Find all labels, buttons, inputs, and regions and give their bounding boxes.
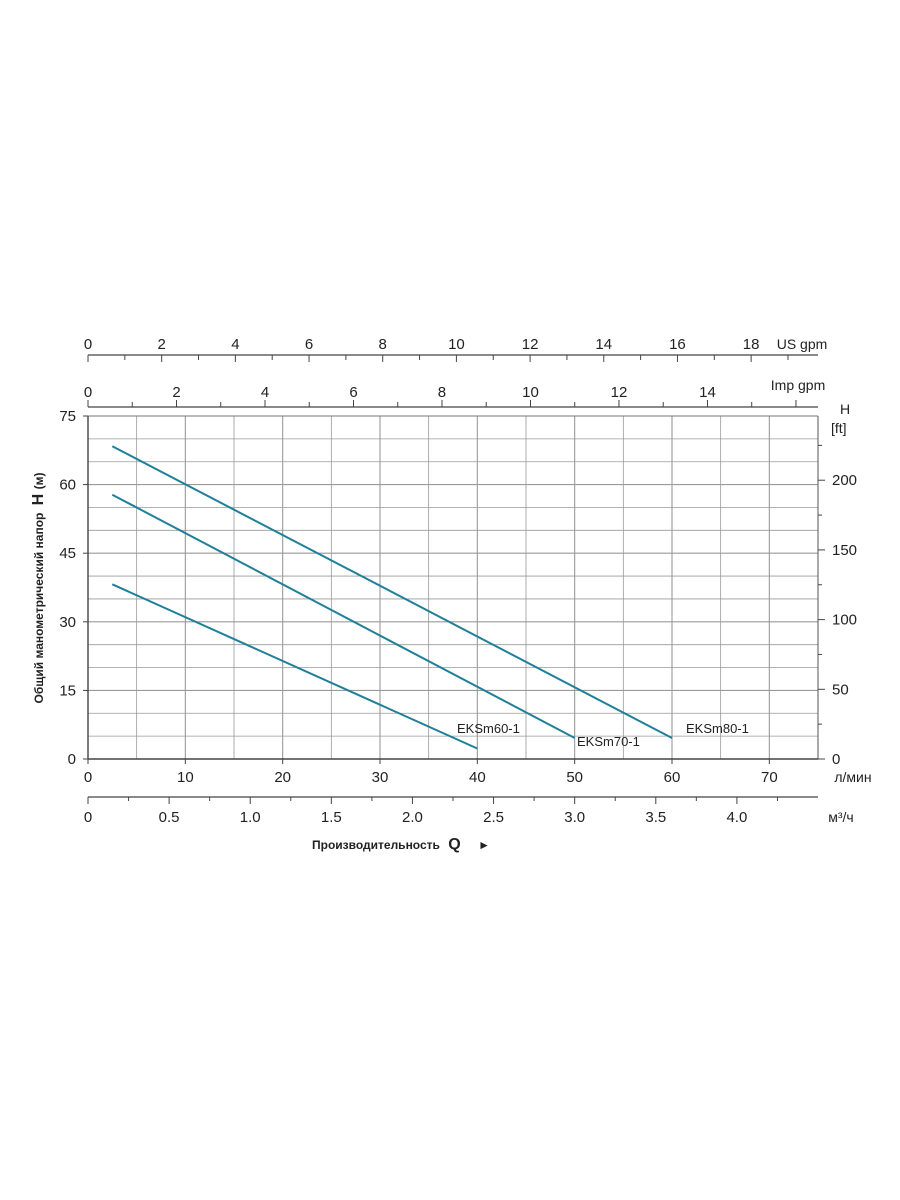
us-gpm-tick-label: 12 (522, 336, 539, 353)
y-axis-title: Общий манометрический напор H (м) (30, 473, 47, 704)
imp-gpm-axis-label: Imp gpm (771, 377, 825, 393)
y-tick-label: 15 (59, 682, 76, 699)
m3h-axis-label: м³/ч (828, 809, 853, 825)
series-label-eksm60-1: EKSm60-1 (457, 721, 520, 736)
us-gpm-tick-label: 16 (669, 336, 686, 353)
imp-gpm-tick-label: 12 (611, 384, 628, 401)
x-tick-label: 0 (84, 769, 92, 786)
m3h-tick-label: 2.5 (483, 809, 504, 826)
m3h-tick-label: 0.5 (159, 809, 180, 826)
imp-gpm-tick-label: 6 (349, 384, 357, 401)
series-layer: EKSm60-1 EKSm70-1 EKSm80-1 (111, 445, 749, 750)
feet-tick-label: 100 (832, 612, 857, 629)
m3h-tick-label: 2.0 (402, 809, 423, 826)
m3h-tick-label: 1.0 (240, 809, 261, 826)
imp-gpm-tick-label: 4 (261, 384, 269, 401)
series-label-eksm70-1: EKSm70-1 (577, 734, 640, 749)
x-tick-label: 70 (761, 769, 778, 786)
feet-tick-label: 150 (832, 542, 857, 559)
feet-axis-label-ft: [ft] (831, 420, 847, 436)
lpm-axis-label: л/мин (834, 769, 871, 785)
m3h-tick-label: 3.0 (564, 809, 585, 826)
y-axis-title-symbol: H (30, 494, 47, 506)
x-tick-label: 50 (566, 769, 583, 786)
y-tick-label: 60 (59, 477, 76, 494)
us-gpm-tick-label: 18 (743, 336, 760, 353)
y-tick-label: 45 (59, 545, 76, 562)
x-tick-label: 40 (469, 769, 486, 786)
feet-tick-label: 200 (832, 472, 857, 489)
imp-gpm-tick-label: 2 (172, 384, 180, 401)
x-tick-label: 30 (372, 769, 389, 786)
feet-axis-label-h: H (840, 401, 850, 417)
m3h-tick-label: 3.5 (645, 809, 666, 826)
us-gpm-tick-label: 14 (595, 336, 612, 353)
y-axis-title-text: Общий манометрический напор (32, 513, 46, 704)
m3h-tick-label: 4.0 (726, 809, 747, 826)
us-gpm-tick-label: 2 (158, 336, 166, 353)
y-tick-label: 75 (59, 408, 76, 425)
plot-frame (87, 415, 819, 760)
x-axis-title-arrow: ► (478, 838, 490, 852)
series-label-eksm80-1: EKSm80-1 (686, 721, 749, 736)
y-tick-label: 0 (68, 751, 76, 768)
y-tick-label: 30 (59, 614, 76, 631)
imp-gpm-tick-label: 0 (84, 384, 92, 401)
m3h-tick-label: 1.5 (321, 809, 342, 826)
us-gpm-tick-label: 0 (84, 336, 92, 353)
grid (88, 416, 819, 759)
us-gpm-tick-label: 10 (448, 336, 465, 353)
us-gpm-tick-label: 8 (379, 336, 387, 353)
y-axis-title-unit: (м) (32, 473, 46, 490)
series-line-eksm70-1 (111, 493, 576, 739)
feet-tick-label: 0 (832, 751, 840, 768)
us-gpm-tick-label: 6 (305, 336, 313, 353)
imp-gpm-tick-label: 8 (438, 384, 446, 401)
us-gpm-tick-label: 4 (231, 336, 239, 353)
imp-gpm-tick-label: 10 (522, 384, 539, 401)
series-line-eksm60-1 (111, 583, 478, 750)
us-gpm-axis-label: US gpm (777, 336, 828, 352)
x-tick-label: 20 (274, 769, 291, 786)
x-tick-label: 10 (177, 769, 194, 786)
x-axis-title-symbol: Q (448, 836, 460, 853)
series-line-eksm80-1 (111, 445, 673, 739)
m3h-tick-label: 0 (84, 809, 92, 826)
x-axis-title: Производительность Q ► (312, 836, 490, 853)
x-tick-label: 60 (664, 769, 681, 786)
feet-tick-label: 50 (832, 681, 849, 698)
imp-gpm-tick-label: 14 (699, 384, 716, 401)
x-axis-title-text: Производительность (312, 838, 440, 852)
